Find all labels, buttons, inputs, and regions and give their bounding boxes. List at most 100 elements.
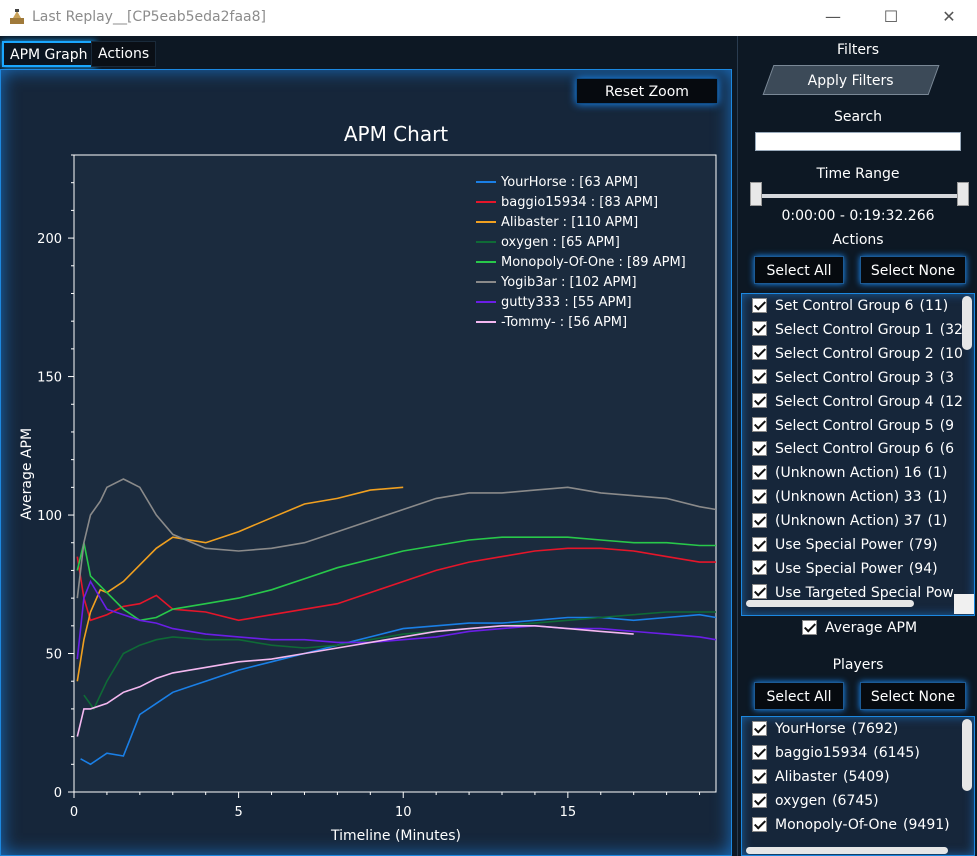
actions-list[interactable]: Set Control Group 6 (11) Select Control Gr…	[741, 293, 975, 616]
players-select-all-button[interactable]: Select All	[754, 682, 844, 710]
action-label: Use Targeted Special Pow	[775, 584, 954, 601]
apply-filters-label: Apply Filters	[807, 73, 894, 89]
action-checkbox[interactable]	[752, 417, 767, 432]
minimize-button[interactable]: —	[825, 7, 841, 26]
action-checkbox[interactable]	[752, 536, 767, 552]
action-checkbox[interactable]	[752, 584, 767, 600]
actions-horizontal-scrollbar[interactable]	[746, 600, 914, 607]
player-checkbox[interactable]	[752, 816, 767, 832]
action-item[interactable]: Select Control Group 1 (32	[752, 318, 963, 342]
chart-axes: 0 50 100 150 200 0 5 10 15	[37, 154, 717, 820]
action-count: (10	[939, 345, 963, 362]
legend-entry: oxygen : [65 APM]	[501, 235, 620, 250]
player-count: (9491)	[903, 817, 950, 833]
player-item[interactable]: baggio15934 (6145)	[752, 741, 920, 765]
action-item[interactable]: (Unknown Action) 37 (1)	[752, 509, 947, 533]
action-item[interactable]: Select Control Group 5 (9	[752, 414, 954, 438]
x-tick-label: 15	[560, 805, 577, 820]
action-checkbox[interactable]	[752, 464, 767, 480]
action-count: (32	[939, 321, 963, 338]
player-label: Monopoly-Of-One	[775, 817, 898, 833]
maximize-button[interactable]: ☐	[883, 7, 899, 26]
legend-entry: Yogib3ar : [102 APM]	[500, 275, 637, 290]
players-label: Players	[832, 657, 884, 673]
y-tick-label: 0	[54, 786, 62, 801]
search-input[interactable]	[755, 132, 961, 151]
action-checkbox[interactable]	[752, 297, 767, 313]
time-range-end-handle[interactable]	[957, 182, 969, 206]
y-tick-label: 100	[37, 509, 62, 524]
reset-zoom-button[interactable]: Reset Zoom	[576, 78, 718, 104]
player-item[interactable]: Alibaster (5409)	[752, 765, 890, 789]
time-range-start-handle[interactable]	[750, 182, 762, 206]
action-checkbox[interactable]	[752, 321, 767, 337]
chart-title: APM Chart	[344, 122, 448, 146]
player-item[interactable]: oxygen (6745)	[752, 789, 879, 813]
action-count: (11)	[919, 298, 949, 314]
action-label: Select Control Group 6	[775, 441, 934, 458]
action-checkbox[interactable]	[752, 369, 767, 385]
tab-apm-graph[interactable]: APM Graph	[2, 41, 96, 67]
action-label: Use Special Power	[775, 560, 903, 577]
y-tick-label: 150	[37, 371, 62, 386]
legend-entry: gutty333 : [55 APM]	[501, 295, 632, 310]
player-checkbox[interactable]	[752, 792, 767, 808]
time-range-value: 0:00:00 - 0:19:32.266	[781, 208, 935, 224]
action-item[interactable]: Select Control Group 3 (3	[752, 366, 954, 390]
players-list[interactable]: YourHorse (7692) baggio15934 (6145) Alibaste…	[741, 716, 975, 856]
legend-entry: YourHorse : [63 APM]	[500, 175, 638, 190]
x-tick-label: 0	[70, 805, 78, 820]
action-checkbox[interactable]	[752, 488, 767, 504]
tab-actions[interactable]: Actions	[91, 41, 157, 67]
average-apm-checkbox[interactable]	[802, 619, 817, 635]
action-checkbox[interactable]	[752, 512, 767, 528]
action-item[interactable]: Select Control Group 6 (6	[752, 437, 954, 461]
player-item[interactable]: YourHorse (7692)	[752, 717, 898, 741]
action-checkbox[interactable]	[752, 560, 767, 576]
pen-icon	[10, 9, 24, 24]
player-checkbox[interactable]	[752, 744, 767, 760]
apm-chart[interactable]: APM Chart Average APM Timeline (Minutes)…	[0, 96, 732, 856]
action-label: Select Control Group 1	[775, 321, 934, 338]
action-label: Use Special Power	[775, 537, 903, 553]
action-label: Set Control Group 6	[775, 298, 914, 314]
time-range-label: Time Range	[816, 166, 900, 182]
players-horizontal-scrollbar[interactable]	[746, 847, 948, 854]
player-checkbox[interactable]	[752, 720, 767, 736]
legend-entry: baggio15934 : [83 APM]	[501, 195, 658, 210]
action-item[interactable]: Use Targeted Special Pow	[752, 581, 960, 605]
average-apm-toggle[interactable]: Average APM	[802, 619, 917, 636]
action-label: Select Control Group 3	[775, 369, 934, 386]
plot-area	[73, 154, 717, 793]
series-line-8	[76, 625, 634, 737]
action-item[interactable]: Set Control Group 6 (11)	[752, 294, 948, 318]
action-item[interactable]: Select Control Group 2 (10	[752, 342, 963, 366]
player-count: (6145)	[873, 745, 920, 761]
time-range-slider[interactable]	[756, 194, 966, 198]
players-select-none-button[interactable]: Select None	[860, 682, 966, 710]
player-item[interactable]: Monopoly-Of-One (9491)	[752, 813, 950, 837]
actions-select-none-button[interactable]: Select None	[860, 256, 966, 284]
action-item[interactable]: Use Special Power (94)	[752, 557, 938, 581]
action-item[interactable]: (Unknown Action) 33 (1)	[752, 485, 947, 509]
close-button[interactable]: ✕	[942, 7, 956, 26]
action-count: (1)	[927, 489, 948, 506]
actions-vertical-scrollbar[interactable]	[962, 296, 972, 350]
chart-series	[76, 478, 717, 766]
actions-select-all-button[interactable]: Select All	[754, 256, 844, 284]
y-tick-label: 200	[37, 232, 62, 247]
action-checkbox[interactable]	[752, 345, 767, 361]
series-line-7	[76, 579, 717, 660]
legend-entry: -Tommy- : [56 APM]	[501, 315, 627, 330]
action-item[interactable]: Use Special Power (79)	[752, 533, 938, 557]
x-tick-label: 5	[234, 805, 242, 820]
player-checkbox[interactable]	[752, 768, 767, 784]
apply-filters-button[interactable]: Apply Filters	[762, 65, 940, 95]
player-count: (6745)	[832, 793, 879, 809]
action-checkbox[interactable]	[752, 440, 767, 456]
players-vertical-scrollbar[interactable]	[962, 719, 972, 791]
action-label: Select Control Group 4	[775, 393, 934, 410]
action-item[interactable]: (Unknown Action) 16 (1)	[752, 461, 947, 485]
action-checkbox[interactable]	[752, 393, 767, 409]
action-item[interactable]: Select Control Group 4 (12	[752, 390, 963, 414]
